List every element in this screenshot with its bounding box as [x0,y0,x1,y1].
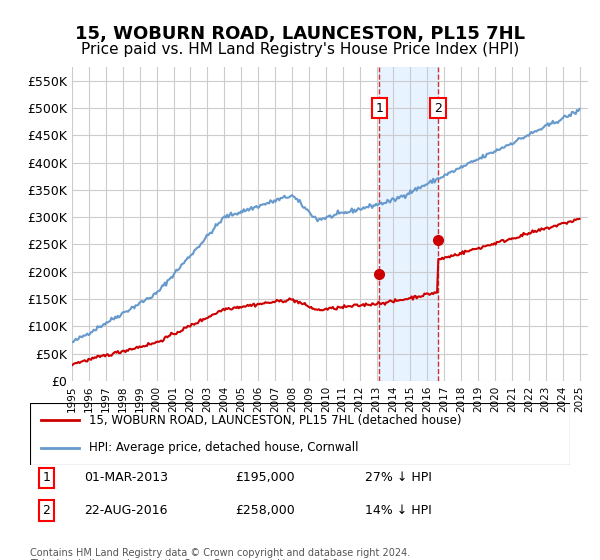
Text: 2: 2 [434,101,442,115]
Text: £195,000: £195,000 [235,472,295,484]
Text: Contains HM Land Registry data © Crown copyright and database right 2024.
This d: Contains HM Land Registry data © Crown c… [30,548,410,560]
Text: 2: 2 [42,504,50,517]
Text: 14% ↓ HPI: 14% ↓ HPI [365,504,431,517]
Text: 01-MAR-2013: 01-MAR-2013 [84,472,168,484]
Text: 1: 1 [42,472,50,484]
Text: £258,000: £258,000 [235,504,295,517]
Text: Price paid vs. HM Land Registry's House Price Index (HPI): Price paid vs. HM Land Registry's House … [81,42,519,57]
Text: 22-AUG-2016: 22-AUG-2016 [84,504,167,517]
Bar [379,67,438,381]
Text: 27% ↓ HPI: 27% ↓ HPI [365,472,431,484]
Text: 1: 1 [376,101,383,115]
Text: 15, WOBURN ROAD, LAUNCESTON, PL15 7HL (detached house): 15, WOBURN ROAD, LAUNCESTON, PL15 7HL (d… [89,414,462,427]
Text: HPI: Average price, detached house, Cornwall: HPI: Average price, detached house, Corn… [89,441,359,454]
Text: 15, WOBURN ROAD, LAUNCESTON, PL15 7HL: 15, WOBURN ROAD, LAUNCESTON, PL15 7HL [75,25,525,43]
